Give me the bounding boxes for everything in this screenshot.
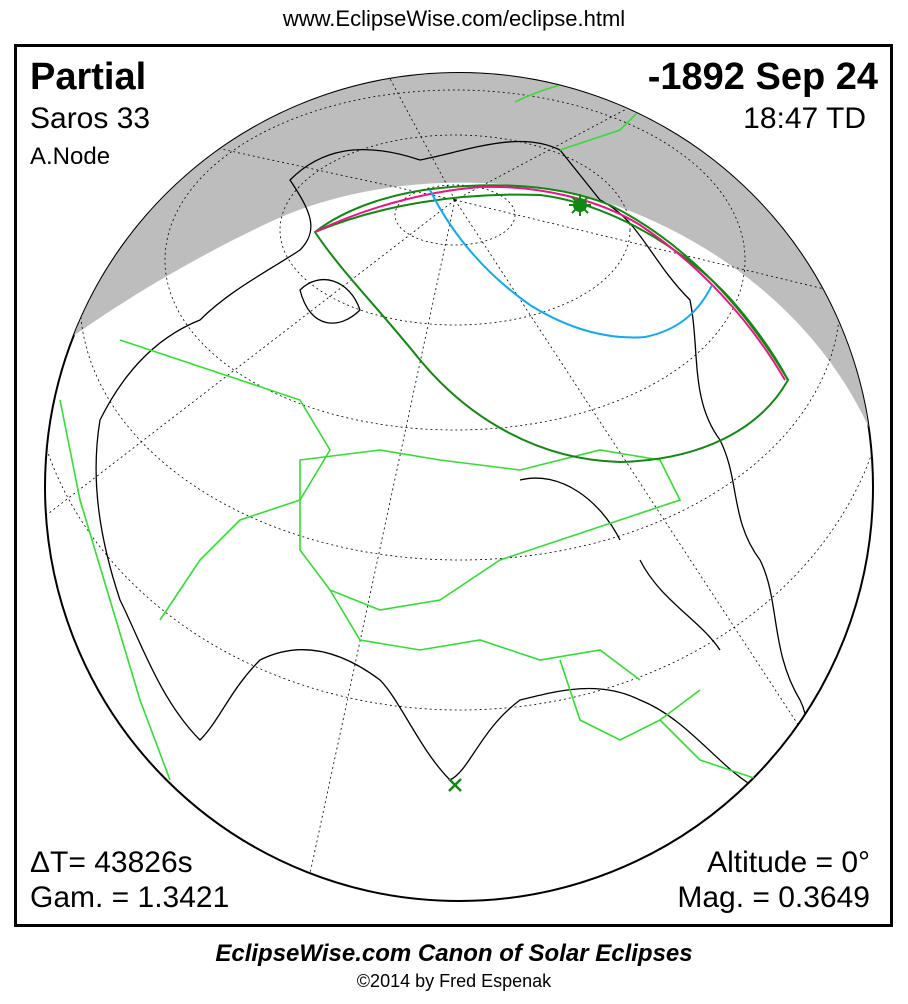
- canon-title: EclipseWise.com Canon of Solar Eclipses: [215, 940, 693, 967]
- star-icon: [569, 194, 591, 216]
- sun-altitude: Altitude = 0°: [707, 846, 870, 879]
- delta-t: ΔT= 43826s: [30, 846, 193, 879]
- site-url: www.EclipseWise.com/eclipse.html: [282, 6, 626, 31]
- node-label: A.Node: [30, 143, 111, 170]
- map-frame: [14, 44, 893, 927]
- magnitude: Mag. = 0.3649: [677, 881, 870, 914]
- eclipse-limit-curve: [313, 184, 790, 464]
- eclipse-limit-inner: [314, 193, 789, 381]
- x-icon: [448, 778, 462, 792]
- eclipse-date: -1892 Sep 24: [647, 56, 878, 98]
- gamma: Gam. = 1.3421: [30, 881, 230, 914]
- mid-eclipse-curve: [429, 189, 713, 339]
- coastlines: [95, 140, 808, 791]
- saros-number: Saros 33: [30, 102, 151, 135]
- eclipse-type: Partial: [30, 56, 147, 98]
- eclipse-time: 18:47 TD: [743, 102, 866, 135]
- copyright: ©2014 by Fred Espenak: [356, 971, 552, 991]
